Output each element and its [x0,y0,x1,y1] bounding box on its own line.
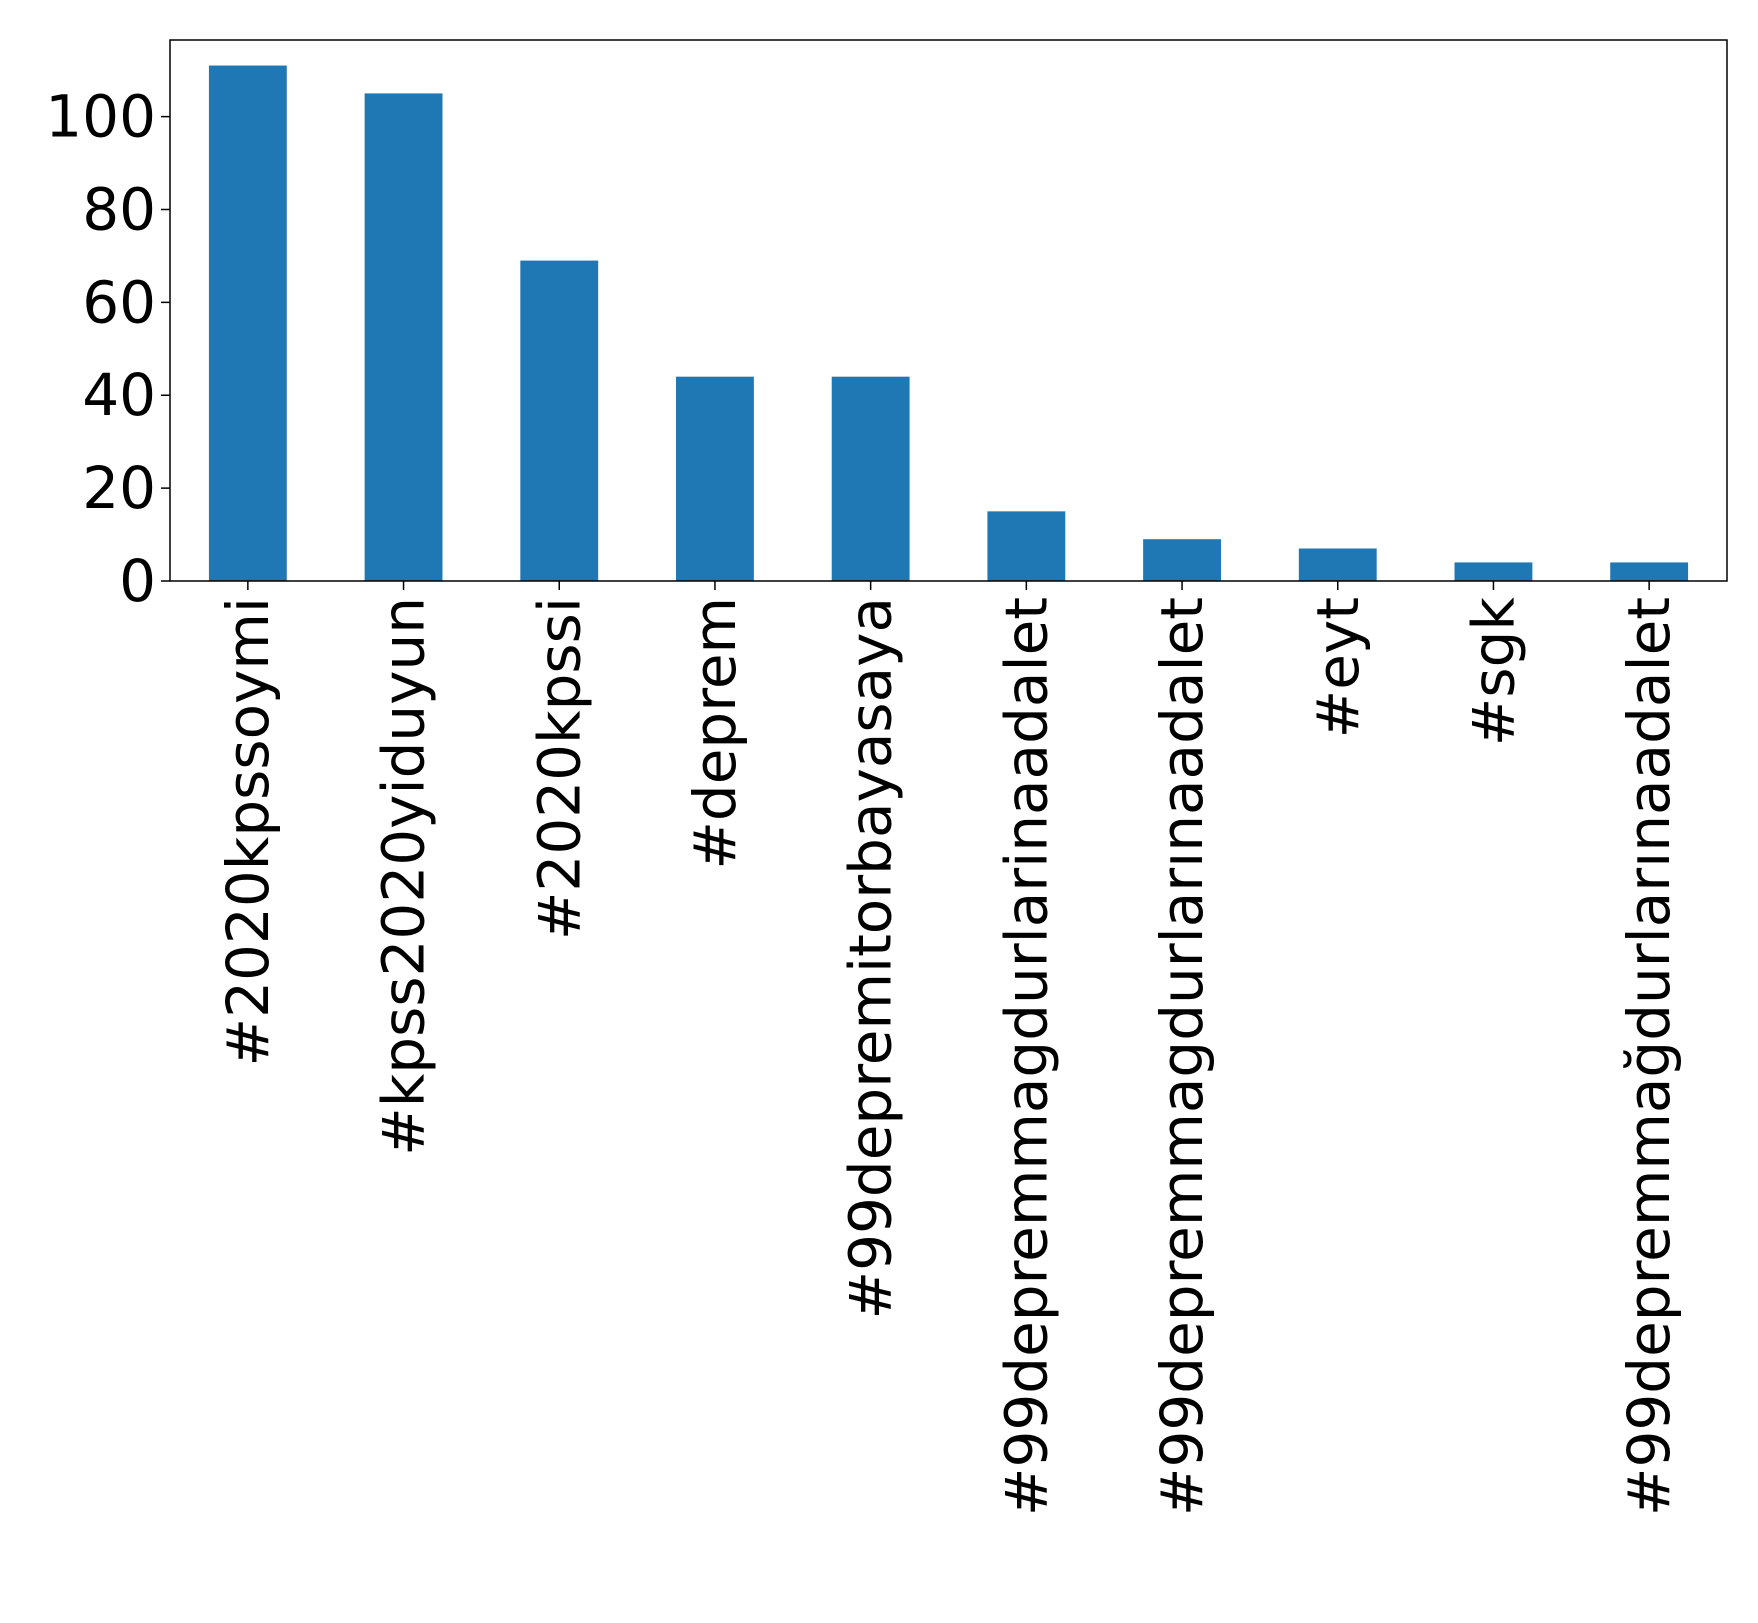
bar-7 [1298,548,1377,581]
bar-5 [987,511,1066,581]
y-tick-label-1: 20 [82,454,156,522]
x-tick-label-4: #99depremitorbayasaya [837,597,905,1320]
x-tick-label-3: #deprem [681,597,749,870]
bar-2 [520,260,599,581]
y-tick-label-0: 0 [119,547,156,615]
x-axis: #2020kpssoymi #kpss2020yiduyun #2020kpssi #… [214,581,1683,1516]
bars-layer [208,65,1689,581]
y-axis: 0 20 40 60 80 100 [45,83,170,615]
x-tick-label-6: #99depremmagdurlarınaadalet [1148,597,1216,1516]
x-tick-label-0: #2020kpssoymi [214,597,282,1066]
x-tick-label-2: #2020kpssi [525,597,593,940]
bar-4 [831,376,910,581]
y-tick-label-3: 60 [82,268,156,336]
x-tick-label-8: #sgk [1459,597,1527,747]
x-tick-label-7: #eyt [1304,597,1372,738]
bar-8 [1454,562,1533,581]
bar-0 [208,65,287,581]
x-tick-label-5: #99depremmagdurlarinaadalet [992,597,1060,1516]
y-tick-label-5: 100 [45,83,156,151]
y-tick-label-2: 40 [82,361,156,429]
y-tick-label-4: 80 [82,175,156,243]
bar-1 [364,93,443,581]
bar-9 [1610,562,1689,581]
x-tick-label-1: #kpss2020yiduyun [370,597,438,1156]
bar-3 [676,376,754,581]
plot-frame [169,39,1728,582]
bar-6 [1143,539,1221,581]
x-tick-label-9: #99depremmağdurlarınaadalet [1615,597,1683,1516]
